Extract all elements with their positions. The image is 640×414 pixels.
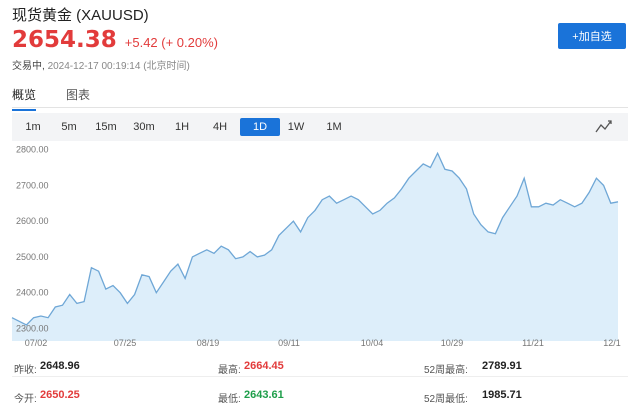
trading-status: 交易中, 2024-12-17 00:19:14 (北京时间) [12, 57, 190, 72]
y-tick-label: 2600.00 [16, 216, 49, 226]
x-tick-label: 09/11 [278, 338, 300, 348]
price-area-chart[interactable]: 2300.00 2400.00 2500.00 2600.00 2700.00 2800.… [0, 141, 640, 352]
stats-row-1: 昨收: 2648.96 最高: 2664.45 52周最高: 2789.91 [0, 358, 640, 377]
interval-1w[interactable]: 1W [287, 121, 305, 133]
price-change: +5.42 (+ 0.20%) [124, 35, 218, 50]
last-price: 2654.38 [12, 27, 117, 53]
high-label: 最高: [218, 365, 241, 376]
interval-15m[interactable]: 15m [95, 121, 117, 133]
stats-row-2: 今开: 2650.25 最低: 2643.61 52周最低: 1985.71 [0, 387, 640, 405]
tab-divider [12, 107, 628, 108]
x-tick-label: 08/19 [197, 338, 220, 348]
open-label: 今开: [14, 394, 37, 405]
tab-overview[interactable]: 概览 [12, 86, 37, 111]
x-tick-label: 12/1 [603, 338, 621, 348]
open-value: 2650.25 [40, 389, 80, 401]
line-chart-icon[interactable] [594, 118, 614, 136]
interval-bar: 1m 5m 15m 30m 1H 4H 1D 1W 1M [12, 113, 628, 141]
x-tick-label: 07/02 [25, 338, 48, 348]
instrument-title: 现货黄金 (XAUUSD) [12, 7, 149, 24]
interval-1mo[interactable]: 1M [326, 121, 342, 133]
prev-close-value: 2648.96 [40, 360, 80, 372]
price-line [11, 151, 619, 326]
low-value: 2643.61 [244, 389, 284, 401]
x-tick-label: 07/25 [114, 338, 137, 348]
prev-close-label: 昨收: [14, 365, 37, 376]
week52-high-value: 2789.91 [482, 360, 522, 372]
low-label: 最低: [218, 394, 241, 405]
interval-1d[interactable]: 1D [240, 118, 280, 136]
y-tick-label: 2300.00 [16, 323, 49, 333]
week52-high-label: 52周最高: [424, 365, 468, 376]
interval-4h[interactable]: 4H [212, 121, 228, 133]
x-tick-label: 10/29 [441, 338, 464, 348]
y-tick-label: 2500.00 [16, 252, 49, 262]
week52-low-value: 1985.71 [482, 389, 522, 401]
interval-1h[interactable]: 1H [174, 121, 190, 133]
high-value: 2664.45 [244, 360, 284, 372]
add-to-watchlist-button[interactable]: +加自选 [558, 23, 626, 49]
interval-1m[interactable]: 1m [25, 121, 41, 133]
week52-low-label: 52周最低: [424, 394, 468, 405]
price-row: 2654.38 +5.42 (+ 0.20%) [12, 27, 218, 53]
interval-5m[interactable]: 5m [61, 121, 77, 133]
status-label: 交易中, [12, 61, 45, 72]
x-tick-label: 11/21 [522, 338, 544, 348]
price-area-fill [12, 153, 618, 341]
y-tick-label: 2800.00 [16, 145, 49, 155]
timestamp: 2024-12-17 00:19:14 (北京时间) [47, 61, 190, 72]
stats-divider [12, 376, 628, 377]
tab-chart[interactable]: 图表 [66, 88, 91, 102]
y-tick-label: 2700.00 [16, 180, 49, 190]
x-tick-label: 10/04 [361, 338, 384, 348]
tab-bar: 概览 图表 [12, 86, 120, 111]
interval-30m[interactable]: 30m [133, 121, 155, 133]
y-tick-label: 2400.00 [16, 288, 49, 298]
